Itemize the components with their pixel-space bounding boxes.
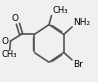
Text: NH₂: NH₂: [73, 18, 90, 27]
Text: CH₃: CH₃: [2, 50, 17, 59]
Text: O: O: [11, 14, 19, 23]
Text: Br: Br: [73, 60, 83, 69]
Text: CH₃: CH₃: [52, 6, 68, 15]
Text: O: O: [2, 37, 9, 46]
